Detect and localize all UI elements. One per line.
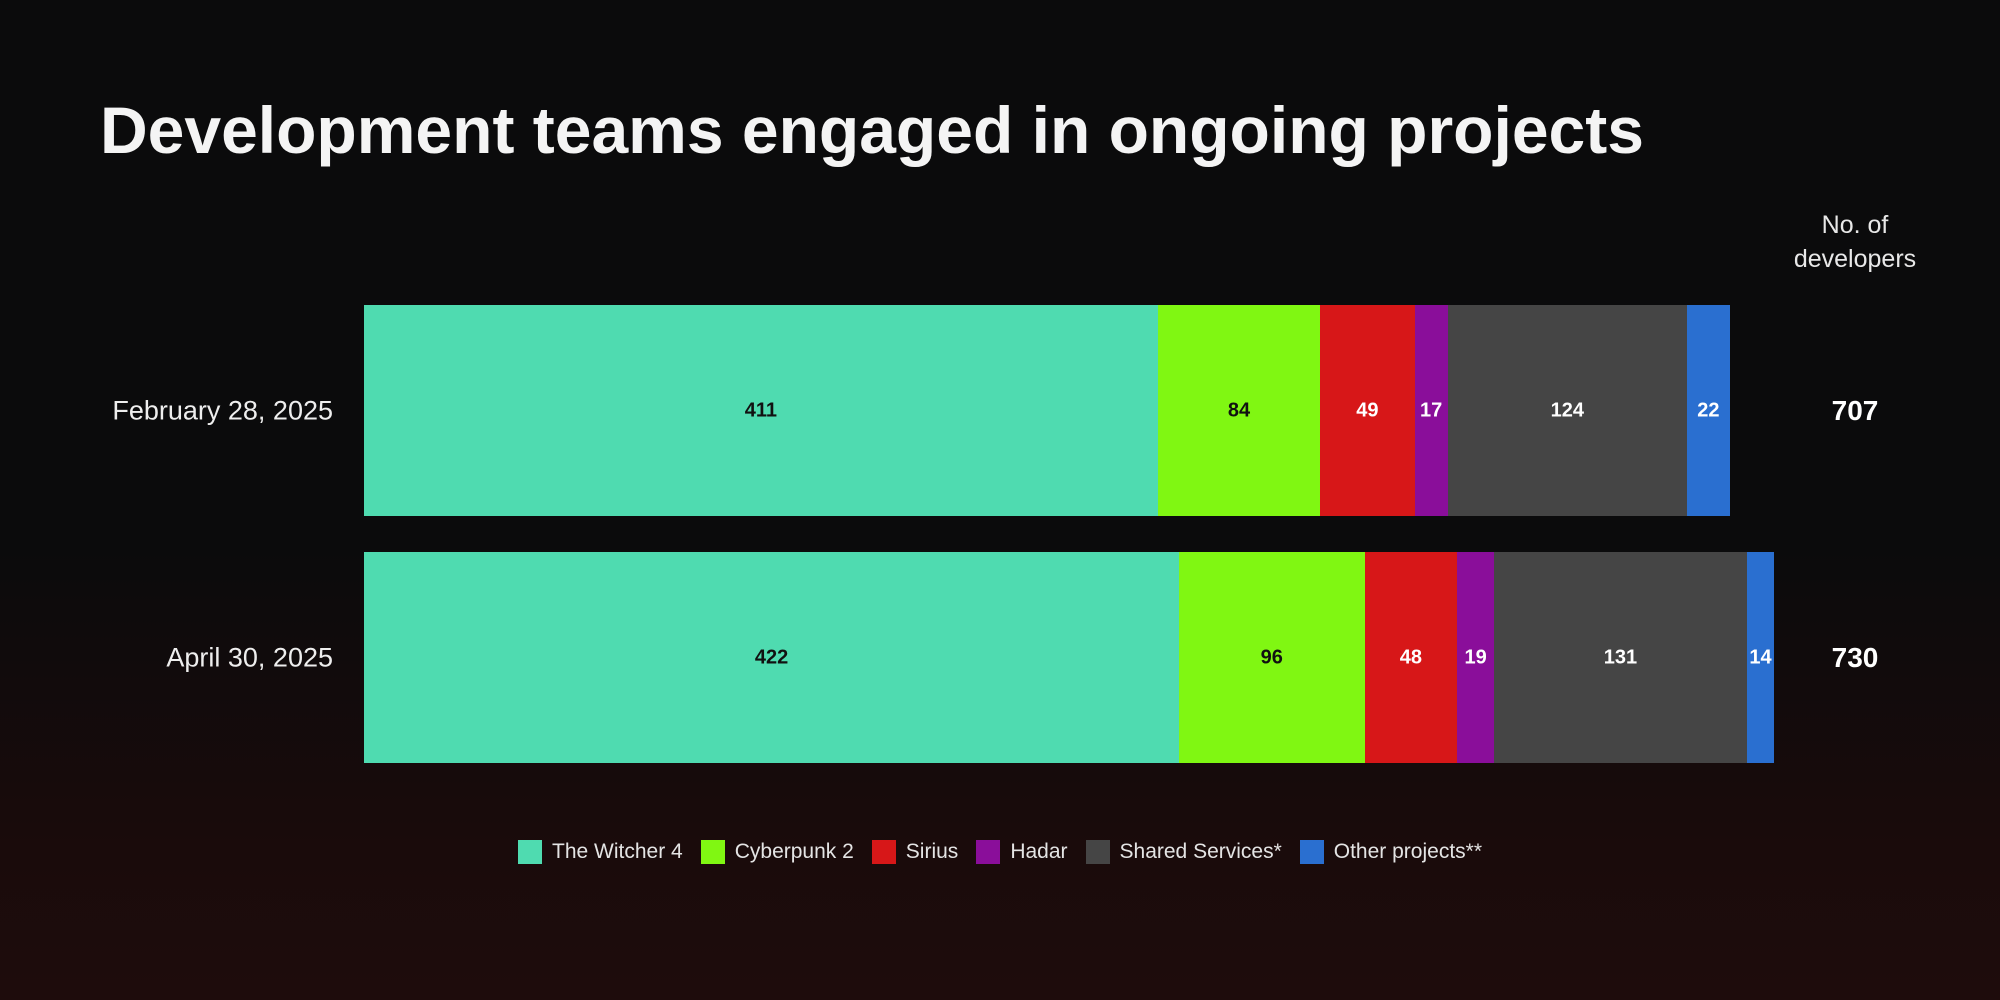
- data-label: 96: [1260, 646, 1283, 668]
- bar-segment: [1364, 552, 1458, 763]
- legend: The Witcher 4 Cyberpunk 2 Sirius Hadar Share…: [0, 840, 2000, 864]
- legend-swatch: [518, 840, 542, 864]
- legend-swatch: [976, 840, 1001, 864]
- data-label: 14: [1749, 646, 1772, 668]
- bar-segment: [1493, 552, 1747, 763]
- bar-segment: [1447, 305, 1688, 516]
- bar-segment: [1687, 305, 1730, 516]
- data-label: 49: [1356, 399, 1379, 421]
- data-label: 84: [1227, 399, 1251, 421]
- legend-item: Sirius: [871, 840, 959, 864]
- data-label: 19: [1464, 646, 1487, 668]
- row-label: February 28, 2025: [112, 395, 333, 425]
- chart-title: Development teams engaged in ongoing pro…: [100, 93, 1644, 167]
- total-value: 707: [1831, 394, 1879, 426]
- legend-label: Sirius: [905, 840, 959, 863]
- bar-segment: [1457, 552, 1494, 763]
- data-label: 422: [754, 646, 789, 668]
- total-header-line-1: No. of: [1821, 211, 1889, 239]
- row-label: April 30, 2025: [166, 642, 333, 672]
- total-column-header: No. of developers: [1755, 208, 1955, 276]
- legend-item: The Witcher 4: [518, 840, 683, 864]
- legend-item: Other projects**: [1299, 840, 1482, 864]
- legend-swatch: [1299, 840, 1324, 864]
- legend-label: Other projects**: [1333, 840, 1482, 863]
- legend-label: Shared Services*: [1119, 840, 1282, 863]
- legend-swatch: [1085, 840, 1110, 864]
- legend-swatch: [871, 840, 896, 864]
- legend-label: The Witcher 4: [552, 840, 683, 863]
- legend-item: Shared Services*: [1085, 840, 1282, 864]
- data-label: 48: [1399, 646, 1422, 668]
- bar-segment: [1179, 552, 1365, 763]
- bar-segment: [364, 552, 1180, 763]
- bar-segment: [1746, 552, 1774, 763]
- legend-label: Cyberpunk 2: [734, 840, 854, 863]
- bar-segment: [1414, 305, 1448, 516]
- legend-item: Cyberpunk 2: [700, 840, 854, 864]
- total-value: 730: [1831, 641, 1879, 673]
- data-label: 124: [1550, 399, 1585, 421]
- data-label: 131: [1603, 646, 1638, 668]
- bar-segment: [1157, 305, 1321, 516]
- data-label: 17: [1420, 399, 1443, 421]
- legend-label: Hadar: [1010, 840, 1068, 863]
- data-label: 411: [744, 399, 778, 421]
- bar-segment: [364, 305, 1158, 516]
- legend-swatch: [700, 840, 725, 864]
- legend-item: Hadar: [976, 840, 1068, 864]
- total-header-line-2: developers: [1793, 245, 1917, 273]
- bar-segment: [1320, 305, 1415, 516]
- data-label: 22: [1697, 399, 1720, 421]
